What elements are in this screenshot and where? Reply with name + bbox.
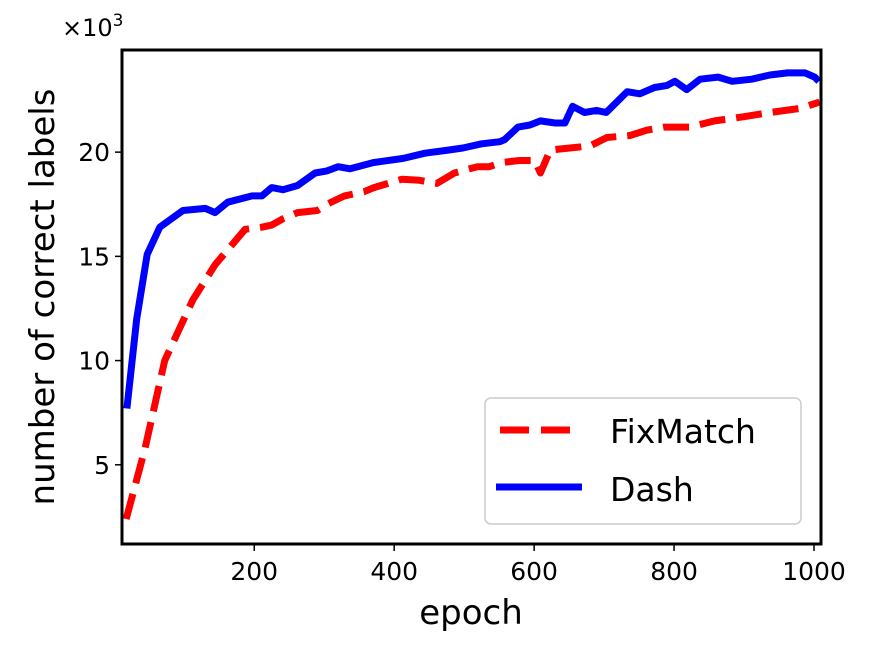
legend: FixMatch Dash — [484, 397, 802, 525]
series-line-dash — [123, 69, 822, 409]
legend-dash-label: Dash — [610, 470, 694, 509]
legend-fixmatch-label: FixMatch — [610, 412, 756, 451]
y-tick-label: 10 — [78, 347, 110, 376]
x-tick-label: 600 — [510, 557, 558, 586]
y-axis-label: number of correct labels — [23, 89, 63, 506]
x-tick-label: 800 — [650, 557, 698, 586]
y-offset-label: ×103 — [62, 11, 123, 42]
x-axis-label: epoch — [419, 593, 523, 633]
y-tick-label: 20 — [78, 138, 110, 167]
axes-frame — [120, 48, 823, 546]
y-tick-label: 5 — [94, 451, 110, 480]
y-tick-label: 15 — [78, 242, 110, 271]
x-tick-label: 200 — [230, 557, 278, 586]
x-tick-label: 1000 — [782, 557, 846, 586]
series-layer — [122, 69, 822, 520]
x-tick-label: 400 — [370, 557, 418, 586]
x-axis-ticks: 200 400 600 800 1000 — [230, 544, 846, 586]
series-line-fixmatch — [122, 98, 821, 520]
y-axis-ticks: 5 10 15 20 — [78, 138, 122, 480]
